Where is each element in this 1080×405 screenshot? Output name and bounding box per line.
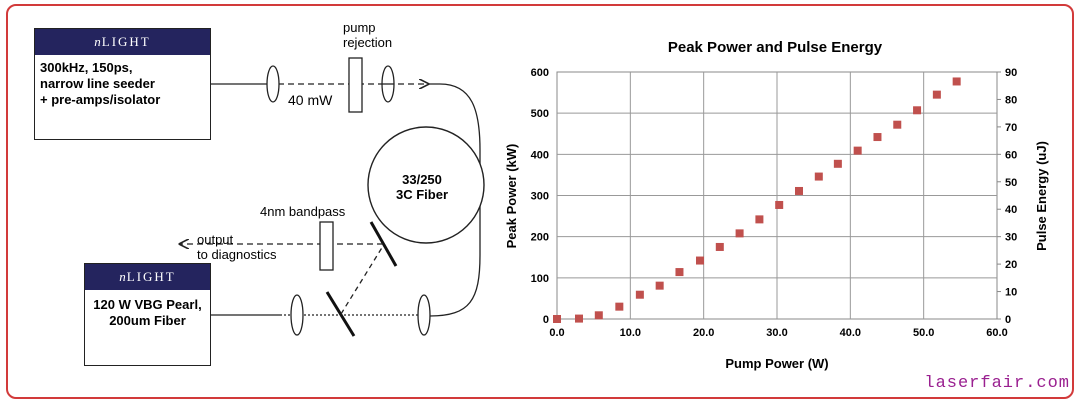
fiber-label: 33/250 3C Fiber: [396, 172, 449, 202]
x-tick-label: 20.0: [693, 327, 714, 339]
signal-path-diagonal: [340, 245, 384, 315]
y2-axis-label: Pulse Energy (uJ): [1034, 141, 1049, 251]
pump-brand-prefix: n: [119, 269, 126, 284]
y2-tick-label: 80: [1005, 94, 1017, 106]
seeder-brand-prefix: n: [94, 34, 101, 49]
data-point: [833, 159, 842, 168]
x-axis-label: Pump Power (W): [725, 356, 828, 371]
y2-tick-label: 40: [1005, 204, 1017, 216]
x-tick-label: 10.0: [620, 327, 641, 339]
pump-box: nLIGHT 120 W VBG Pearl, 200um Fiber: [84, 263, 211, 366]
data-point: [873, 133, 882, 142]
seeder-box: nLIGHT 300kHz, 150ps, narrow line seeder…: [34, 28, 211, 140]
data-point: [735, 229, 744, 238]
data-point: [594, 311, 603, 320]
pump-lens-2: [417, 294, 431, 336]
data-point: [893, 120, 902, 129]
fiber-path: [426, 83, 481, 317]
y-tick-label: 0: [543, 314, 549, 326]
y2-tick-label: 10: [1005, 287, 1017, 299]
y2-tick-label: 50: [1005, 177, 1017, 189]
data-point: [853, 146, 862, 155]
data-point: [755, 215, 764, 224]
data-point: [814, 172, 823, 181]
data-point: [932, 90, 941, 99]
y-tick-label: 100: [531, 273, 549, 285]
data-points: [553, 77, 961, 323]
bandpass-label: 4nm bandpass: [260, 204, 346, 219]
bandpass-filter: [319, 221, 334, 271]
tick-labels: 0.0 10.0 20.0 30.0 40.0 50.0 60.00100200300400…: [531, 67, 1018, 339]
watermark: laserfair.com: [924, 374, 1070, 393]
x-tick-label: 0.0: [549, 327, 564, 339]
seeder-description: 300kHz, 150ps, narrow line seeder + pre-…: [40, 60, 161, 107]
chart-title: Peak Power and Pulse Energy: [668, 39, 883, 56]
seed-power-label: 40 mW: [288, 92, 333, 108]
y-tick-label: 400: [531, 149, 549, 161]
pump-lens-1: [290, 294, 304, 336]
y2-tick-label: 30: [1005, 232, 1017, 244]
y2-tick-label: 20: [1005, 259, 1017, 271]
y2-tick-label: 90: [1005, 67, 1017, 79]
data-point: [952, 77, 961, 86]
pump-rejection-filter: [348, 57, 363, 113]
pump-rejection-label: pump rejection: [343, 20, 393, 50]
x-tick-label: 60.0: [986, 327, 1007, 339]
data-point: [655, 281, 664, 290]
fiber-coil: [367, 126, 485, 244]
pump-brand: nLIGHT: [85, 264, 210, 290]
seed-lens-1: [266, 65, 280, 103]
y-tick-label: 600: [531, 67, 549, 79]
dichroic-mirror-lower: [325, 291, 356, 337]
x-tick-label: 30.0: [766, 327, 787, 339]
x-tick-label: 40.0: [840, 327, 861, 339]
y2-tick-label: 60: [1005, 149, 1017, 161]
data-point: [575, 314, 583, 323]
data-point: [795, 186, 803, 195]
data-point: [615, 302, 624, 311]
data-point: [913, 106, 922, 115]
data-point: [696, 256, 704, 265]
y-tick-label: 500: [531, 108, 549, 120]
y2-tick-label: 0: [1005, 314, 1011, 326]
data-point: [775, 200, 784, 209]
figure-frame: [6, 4, 1074, 399]
data-point: [635, 290, 644, 299]
dichroic-mirror-upper: [369, 221, 398, 267]
gridlines: [557, 71, 1001, 320]
y2-tick-label: 70: [1005, 122, 1017, 134]
pump-description: 120 W VBG Pearl, 200um Fiber: [93, 297, 202, 328]
data-point: [715, 242, 724, 251]
x-tick-label: 50.0: [913, 327, 934, 339]
y-axis-label: Peak Power (kW): [504, 144, 519, 249]
output-label: output to diagnostics: [197, 232, 277, 262]
optical-setup-diagram: [0, 57, 485, 337]
data-point: [675, 268, 684, 277]
y-tick-label: 200: [531, 232, 549, 244]
pump-brand-name: LIGHT: [126, 269, 176, 284]
seeder-brand: nLIGHT: [35, 29, 210, 55]
seeder-brand-name: LIGHT: [101, 34, 151, 49]
y-tick-label: 300: [531, 191, 549, 203]
data-point: [553, 315, 561, 323]
